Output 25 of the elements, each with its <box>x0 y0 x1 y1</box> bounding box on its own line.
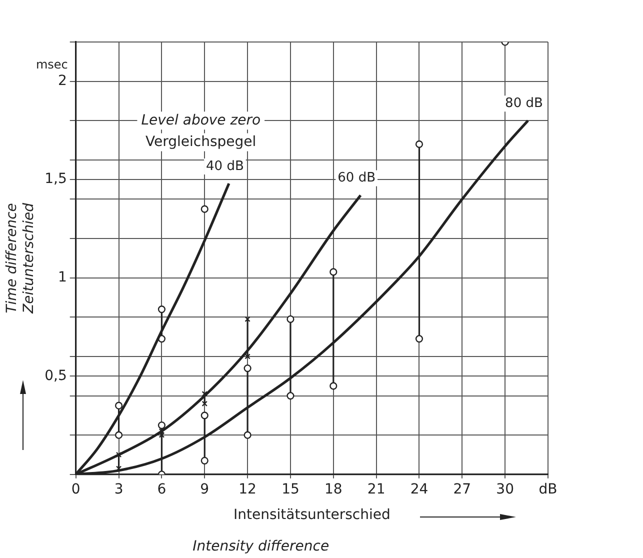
x-tick-label: 0 <box>71 481 80 498</box>
y-tick-label: 2 <box>58 72 67 89</box>
series-label: 60 dB <box>338 170 376 186</box>
y-axis-title: Time difference Zeitunterschied <box>4 202 37 314</box>
series-label: 80 dB <box>505 96 543 111</box>
x-tick-label: 3 <box>114 481 124 498</box>
x-axis-title: Intensitätsunterschied <box>233 507 390 524</box>
x-tick-label: 12 <box>238 481 256 498</box>
series-label: 40 dB <box>206 158 244 174</box>
x-tick-label: 30 <box>496 481 514 498</box>
y-tick-label: 1,5 <box>44 171 67 188</box>
x-tick-label: 27 <box>453 481 472 498</box>
x-tick-label: 21 <box>367 481 386 498</box>
x-tick-label: dB <box>538 481 558 498</box>
text: Intensity difference <box>192 538 330 555</box>
annotation: Level above zero <box>141 112 261 128</box>
x-tick-label: 6 <box>157 481 166 498</box>
text: msec <box>36 57 68 72</box>
x-tick-label: 9 <box>200 481 210 498</box>
x-tick-label: 18 <box>324 481 342 498</box>
y-tick-label: 1 <box>58 269 67 286</box>
annotation: Vergleichspegel <box>146 134 256 150</box>
y-tick-label: 0,5 <box>44 368 67 384</box>
x-tick-label: 24 <box>410 481 428 498</box>
x-tick-label: 15 <box>282 481 300 498</box>
